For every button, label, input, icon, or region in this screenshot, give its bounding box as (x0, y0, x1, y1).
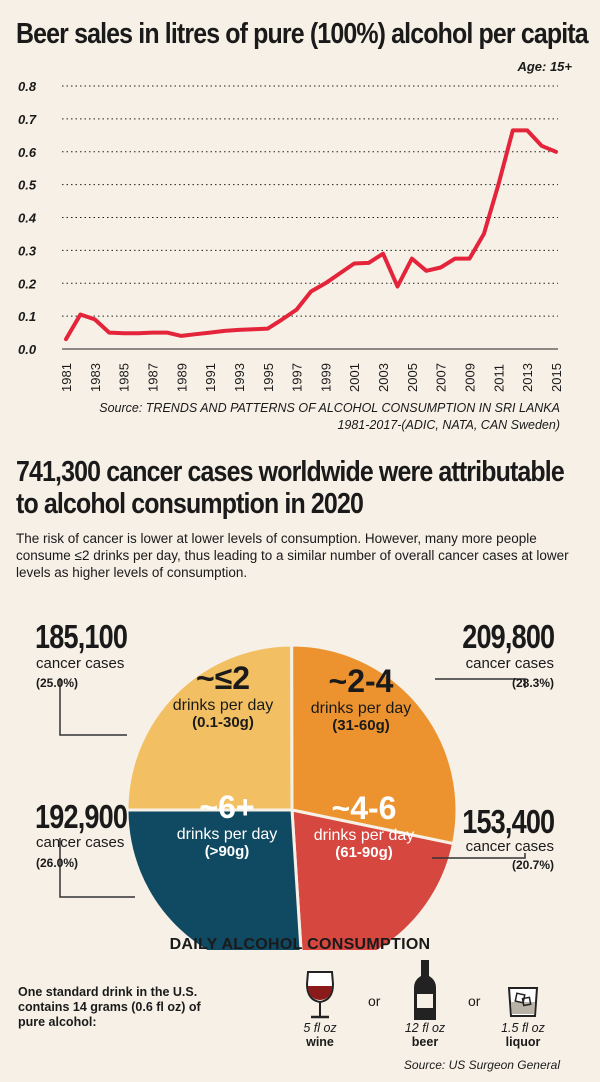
x-tick-label: 2009 (463, 363, 478, 392)
callout-3-label: cancer cases (36, 834, 125, 851)
beer-amount: 12 fl oz (404, 1021, 446, 1035)
x-tick-label: 1983 (88, 363, 103, 392)
x-tick-label: 2007 (434, 363, 449, 392)
source-1-line-2: 1981-2017-(ADIC, NATA, CAN Sweden) (337, 418, 560, 432)
y-tick-label: 0.7 (18, 112, 37, 127)
x-tick-label: 1987 (145, 363, 160, 392)
slice-3-grams: (>90g) (204, 843, 250, 860)
slice-4-head: ~4-6 (331, 790, 397, 826)
callout-line-1 (59, 678, 127, 736)
y-tick-label: 0.3 (18, 243, 37, 258)
source-2: Source: US Surgeon General (403, 1058, 560, 1072)
beer-bottle-icon (414, 960, 436, 1020)
x-tick-label: 1999 (318, 363, 333, 392)
slice-2-label: ~2-4 drinks per day (31-60g) (296, 663, 426, 734)
x-tick-label: 2013 (520, 363, 535, 392)
y-tick-label: 0.8 (18, 79, 37, 94)
callout-1-count: 185,100 (35, 618, 128, 655)
or-label-2: or (468, 993, 481, 1009)
section-2-title-line-1: 741,300 cancer cases worldwide were attr… (16, 456, 565, 488)
y-tick-label: 0.0 (18, 342, 37, 357)
slice-4-label: ~4-6 drinks per day (61-90g) (302, 790, 426, 861)
callout-2-count: 209,800 (461, 618, 555, 655)
x-tick-labels: 1981 1983 1985 1987 1989 1991 1993 1995 1997 1999… (59, 363, 564, 392)
source-1-line-1: Source: TRENDS AND PATTERNS OF ALCOHOL C… (99, 401, 560, 415)
slice-1-sub: drinks per day (172, 697, 274, 714)
x-tick-label: 1981 (59, 363, 74, 392)
drink-wine: 5 fl oz wine (290, 1021, 350, 1049)
x-tick-label: 2005 (405, 363, 420, 392)
x-tick-label: 2001 (347, 363, 362, 392)
callout-2-label: cancer cases (465, 655, 554, 672)
y-tick-labels: 0.0 0.1 0.2 0.3 0.4 0.5 0.6 0.7 0.8 (18, 79, 37, 357)
slice-6-plus-drinks (125, 808, 303, 950)
beer-name: beer (411, 1035, 439, 1049)
slice-4-sub: drinks per day (313, 827, 415, 844)
drink-beer: 12 fl oz beer (394, 1021, 456, 1049)
slice-1-head: ~≤2 (195, 660, 251, 696)
wine-name: wine (306, 1035, 334, 1049)
consumption-pie-chart (59, 643, 526, 950)
slice-2-sub: drinks per day (310, 700, 412, 717)
slice-3-sub: drinks per day (176, 826, 278, 843)
callout-lines (59, 678, 526, 898)
section-2-title-line-2: to alcohol consumption in 2020 (16, 488, 364, 520)
pie-caption: DAILY ALCOHOL CONSUMPTION (169, 936, 431, 953)
x-tick-label: 1991 (203, 363, 218, 392)
wine-amount: 5 fl oz (303, 1021, 337, 1035)
x-tick-label: 1989 (174, 363, 189, 392)
callout-4-percent: (20.7%) (511, 858, 554, 872)
slice-upto-2-drinks (125, 643, 294, 812)
slice-2-4-drinks (290, 643, 459, 846)
x-tick-label: 1985 (117, 363, 132, 392)
y-tick-label: 0.2 (18, 276, 37, 291)
slice-1-label: ~≤2 drinks per day (0.1-30g) (168, 660, 278, 731)
x-tick-label: 2015 (549, 363, 564, 392)
callout-4-count: 153,400 (461, 803, 555, 840)
x-tick-label: 1997 (290, 363, 305, 392)
callout-1-percent: (25.0%) (36, 676, 79, 690)
section-2-body: The risk of cancer is lower at lower lev… (16, 531, 569, 580)
x-tick-label: 1995 (261, 363, 276, 392)
y-tick-label: 0.5 (18, 178, 37, 193)
age-label: Age: 15+ (517, 59, 572, 74)
x-tick-label: 2011 (491, 364, 506, 392)
or-label-1: or (368, 993, 381, 1009)
slice-2-head: ~2-4 (328, 663, 394, 699)
slice-4-grams: (61-90g) (335, 844, 393, 861)
slice-1-grams: (0.1-30g) (192, 714, 254, 731)
slice-2-grams: (31-60g) (332, 717, 390, 734)
callout-2-percent: (28.3%) (511, 676, 554, 690)
y-tick-label: 0.4 (18, 211, 37, 226)
beer-sales-series-line (64, 128, 558, 342)
y-tick-label: 0.1 (18, 309, 36, 324)
callout-1-label: cancer cases (36, 655, 125, 672)
callout-line-2 (435, 678, 526, 688)
liquor-name: liquor (505, 1035, 541, 1049)
callout-line-4 (432, 853, 526, 859)
x-tick-label: 1993 (232, 363, 247, 392)
slice-4-6-drinks (290, 808, 456, 950)
callout-line-3 (59, 838, 135, 898)
x-tick-label: 2003 (376, 363, 391, 392)
line-chart-title: Beer sales in litres of pure (100%) alco… (16, 18, 589, 50)
callout-3-percent: (26.0%) (36, 856, 79, 870)
beer-sales-line-chart: 0.0 0.1 0.2 0.3 0.4 0.5 0.6 0.7 0.8 1981 1983 1985… (18, 79, 564, 392)
liquor-amount: 1.5 fl oz (501, 1021, 545, 1035)
callout-4-label: cancer cases (465, 838, 554, 855)
callout-3-count: 192,900 (35, 798, 128, 835)
drink-liquor: 1.5 fl oz liquor (490, 1021, 556, 1049)
y-tick-label: 0.6 (18, 145, 37, 160)
liquor-glass-icon (507, 987, 539, 1017)
wine-glass-icon (305, 971, 335, 1019)
slice-3-label: ~6+ drinks per day (>90g) (163, 789, 291, 860)
slice-3-head: ~6+ (199, 789, 255, 825)
grid-lines (62, 85, 558, 350)
standard-drink-text: One standard drink in the U.S. contains … (18, 985, 201, 1029)
